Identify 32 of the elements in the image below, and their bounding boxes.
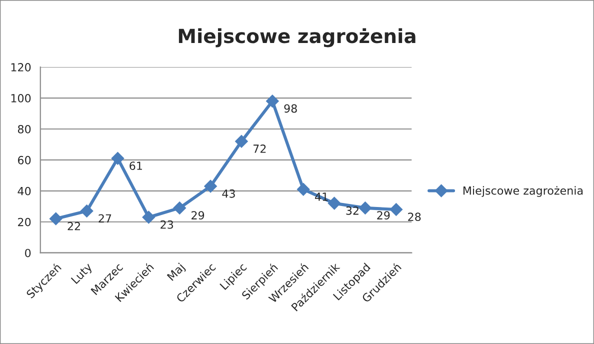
point bbox=[296, 182, 310, 196]
y-tick-label: 40 bbox=[18, 186, 31, 196]
point bbox=[358, 202, 372, 214]
point bbox=[111, 152, 124, 165]
data-label: 22 bbox=[68, 222, 80, 230]
data-label: 72 bbox=[254, 144, 266, 153]
y-tick-label: 60 bbox=[18, 156, 31, 164]
y-tick-label: 20 bbox=[18, 218, 31, 226]
data-label: 27 bbox=[98, 214, 112, 222]
data-label: 29 bbox=[377, 211, 390, 220]
data-label: 28 bbox=[408, 212, 421, 222]
data-label: 23 bbox=[160, 220, 174, 229]
chart-title: Miejscowe zagrożenia bbox=[178, 28, 416, 48]
y-tick-label: 100 bbox=[11, 94, 31, 102]
data-label: 43 bbox=[222, 189, 235, 198]
y-tick-label: 80 bbox=[18, 124, 31, 134]
y-tick-label: 0 bbox=[25, 248, 31, 258]
point bbox=[49, 212, 62, 226]
point bbox=[390, 203, 403, 216]
point bbox=[80, 204, 94, 218]
point bbox=[235, 134, 248, 148]
legend-label: Miejscowe zagrożenia bbox=[463, 186, 583, 197]
data-label: 98 bbox=[284, 104, 297, 113]
point bbox=[266, 94, 279, 108]
data-label: 29 bbox=[192, 211, 204, 220]
point bbox=[328, 196, 341, 210]
point bbox=[142, 210, 156, 224]
y-tick-label: 120 bbox=[11, 63, 31, 72]
point bbox=[173, 202, 186, 214]
data-label: 61 bbox=[130, 162, 142, 170]
data-label: 32 bbox=[346, 206, 358, 215]
point bbox=[204, 180, 217, 193]
